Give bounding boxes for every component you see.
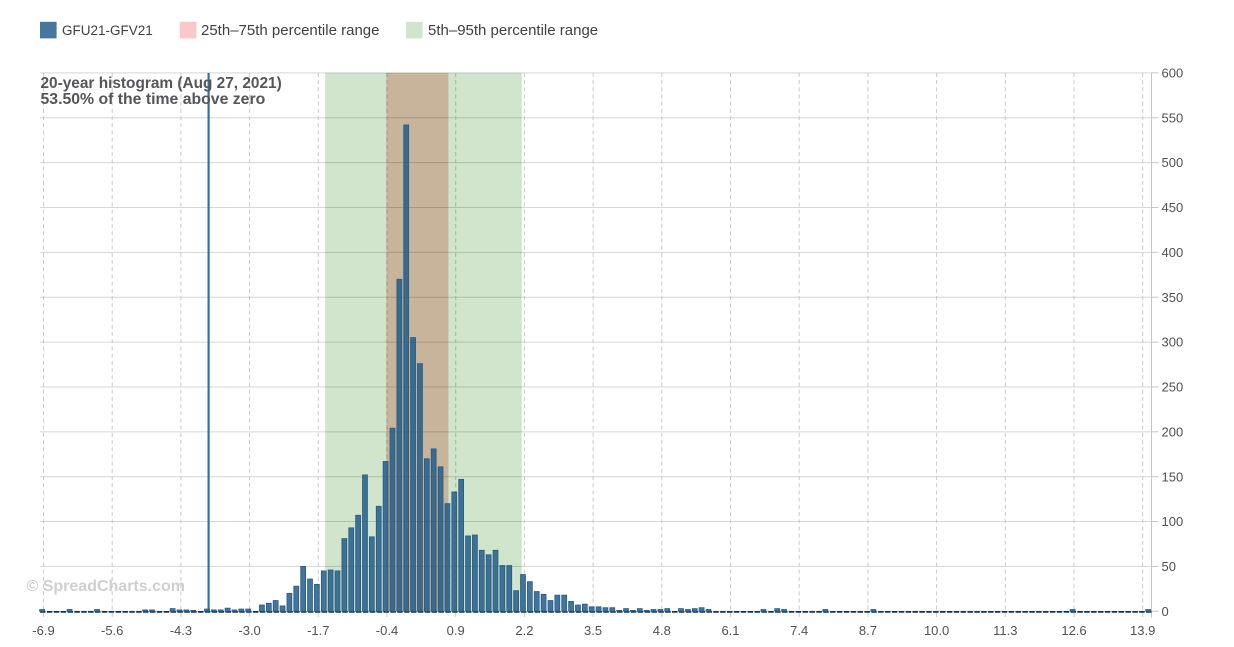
svg-text:13.9: 13.9 bbox=[1130, 623, 1155, 638]
svg-text:100: 100 bbox=[1162, 514, 1184, 529]
svg-text:25th–75th percentile range: 25th–75th percentile range bbox=[201, 22, 379, 39]
svg-text:10.0: 10.0 bbox=[924, 623, 949, 638]
svg-text:8.7: 8.7 bbox=[859, 623, 877, 638]
svg-text:7.4: 7.4 bbox=[790, 623, 808, 638]
svg-text:0.9: 0.9 bbox=[447, 623, 465, 638]
svg-text:5th–95th percentile range: 5th–95th percentile range bbox=[428, 22, 598, 39]
svg-text:3.5: 3.5 bbox=[584, 623, 602, 638]
svg-text:400: 400 bbox=[1162, 245, 1184, 260]
svg-text:-6.9: -6.9 bbox=[32, 623, 54, 638]
svg-text:-0.4: -0.4 bbox=[376, 623, 398, 638]
svg-text:2.2: 2.2 bbox=[515, 623, 533, 638]
svg-text:550: 550 bbox=[1162, 110, 1184, 125]
svg-text:0: 0 bbox=[1162, 604, 1169, 619]
svg-text:50: 50 bbox=[1162, 559, 1176, 574]
svg-text:150: 150 bbox=[1162, 469, 1184, 484]
svg-text:12.6: 12.6 bbox=[1061, 623, 1086, 638]
svg-text:200: 200 bbox=[1162, 424, 1184, 439]
svg-text:600: 600 bbox=[1162, 65, 1184, 80]
svg-text:20-year histogram (Aug 27, 202: 20-year histogram (Aug 27, 2021) bbox=[41, 75, 282, 92]
svg-text:6.1: 6.1 bbox=[721, 623, 739, 638]
svg-text:-3.0: -3.0 bbox=[238, 623, 260, 638]
svg-text:-4.3: -4.3 bbox=[170, 623, 192, 638]
svg-text:-1.7: -1.7 bbox=[307, 623, 329, 638]
svg-text:-5.6: -5.6 bbox=[101, 623, 123, 638]
svg-text:500: 500 bbox=[1162, 155, 1184, 170]
svg-text:© SpreadCharts.com: © SpreadCharts.com bbox=[27, 578, 186, 595]
svg-text:350: 350 bbox=[1162, 290, 1184, 305]
svg-text:GFU21-GFV21: GFU21-GFV21 bbox=[62, 23, 153, 38]
svg-text:4.8: 4.8 bbox=[653, 623, 671, 638]
svg-text:53.50% of the time above zero: 53.50% of the time above zero bbox=[41, 91, 266, 108]
svg-text:11.3: 11.3 bbox=[993, 623, 1017, 638]
svg-text:250: 250 bbox=[1162, 380, 1184, 395]
svg-text:300: 300 bbox=[1162, 335, 1184, 350]
svg-text:450: 450 bbox=[1162, 200, 1184, 215]
